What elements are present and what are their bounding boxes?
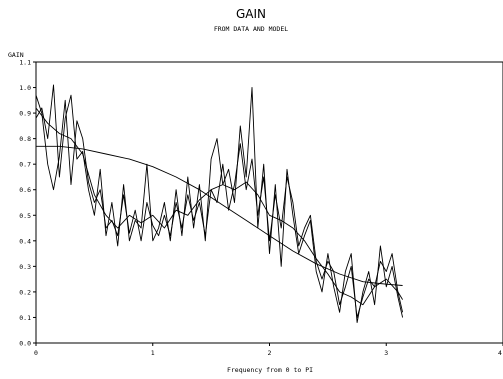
y-tick-label: 1.0	[19, 84, 31, 92]
y-tick-label: 1.1	[19, 59, 31, 67]
x-tick-label: 0	[34, 349, 38, 357]
y-axis-ticks: 0.0 0.1 0.2 0.3 0.4 0.5 0.6 0.7 0.8 0.9 1.0 1.1	[19, 59, 36, 348]
y-tick-label: 0.4	[19, 237, 31, 245]
x-tick-label: 3	[384, 349, 388, 357]
y-tick-label: 0.9	[19, 110, 31, 118]
y-tick-label: 0.6	[19, 186, 31, 194]
x-tick-label: 2	[268, 349, 272, 357]
x-tick-label: 1	[151, 349, 155, 357]
chart-subtitle: FROM DATA AND MODEL	[214, 25, 288, 33]
y-tick-label: 0.0	[19, 340, 31, 348]
plot-frame	[35, 61, 503, 344]
series-line-2	[35, 84, 404, 324]
x-tick-label: 4	[498, 349, 502, 357]
series-line-1	[35, 95, 404, 318]
series-line-4	[36, 145, 403, 286]
series-line-3	[35, 107, 403, 306]
y-tick-label: 0.3	[19, 263, 31, 271]
chart-title: GAIN	[236, 7, 266, 21]
y-tick-label: 0.8	[19, 135, 31, 143]
y-axis-label: GAIN	[8, 51, 24, 59]
y-tick-label: 0.7	[19, 161, 31, 169]
y-tick-label: 0.1	[19, 314, 31, 322]
y-tick-label: 0.2	[19, 288, 31, 296]
x-axis-label: Frequency from 0 to PI	[227, 366, 313, 374]
y-tick-label: 0.5	[19, 212, 31, 220]
series-group	[35, 84, 404, 324]
x-axis-ticks: 0 1 2 3 4	[34, 343, 503, 357]
